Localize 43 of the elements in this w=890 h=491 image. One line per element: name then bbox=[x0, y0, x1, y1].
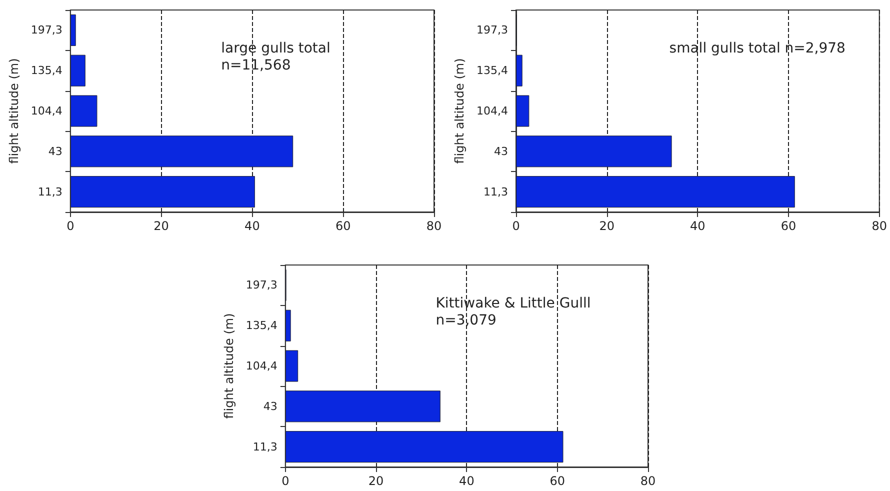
y-tick-label: 11,3 bbox=[38, 185, 62, 198]
x-tick-label: 20 bbox=[599, 219, 614, 233]
x-tick-label: 0 bbox=[66, 219, 74, 233]
y-tick-label: 104,4 bbox=[246, 360, 278, 372]
x-tick-label: 20 bbox=[154, 219, 169, 233]
x-tick-label: 40 bbox=[244, 219, 260, 233]
bar bbox=[516, 54, 522, 86]
bar bbox=[70, 14, 76, 46]
y-tick-label: 135,4 bbox=[246, 319, 278, 332]
y-tick-label: 197,3 bbox=[246, 278, 278, 292]
y-tick-label: 43 bbox=[263, 400, 278, 413]
y-tick-label: 197,3 bbox=[30, 24, 62, 37]
y-tick-label: 104,4 bbox=[30, 104, 62, 118]
x-tick-label: 60 bbox=[335, 219, 351, 233]
annotation: large gulls total n=11,568 bbox=[221, 40, 330, 74]
bar bbox=[70, 95, 98, 127]
y-tick-label: 104,4 bbox=[476, 104, 508, 118]
x-tick-label: 0 bbox=[512, 219, 520, 233]
x-tick-label: 60 bbox=[550, 474, 565, 488]
y-tick-label: 11,3 bbox=[252, 440, 278, 454]
x-tick-label: 40 bbox=[459, 474, 474, 488]
bar bbox=[70, 54, 86, 86]
y-axis-title: flight altitude (m) bbox=[222, 313, 236, 419]
bar bbox=[285, 310, 291, 342]
annotation: Kittiwake & Little Gulll n=3,079 bbox=[436, 296, 591, 328]
y-tick-label: 135,4 bbox=[30, 64, 62, 78]
y-tick-label: 43 bbox=[48, 144, 62, 158]
bar bbox=[516, 95, 530, 127]
x-tick-label: 20 bbox=[368, 474, 384, 488]
x-tick-label: 80 bbox=[640, 474, 656, 488]
y-axis-title: flight altitude (m) bbox=[7, 58, 21, 164]
x-tick-label: 60 bbox=[780, 219, 796, 233]
y-axis-title: flight altitude (m) bbox=[452, 58, 467, 164]
y-tick-label: 135,4 bbox=[476, 64, 508, 78]
x-tick-label: 40 bbox=[690, 219, 706, 233]
y-tick-label: 11,3 bbox=[484, 185, 508, 198]
y-tick-label: 197,3 bbox=[476, 24, 508, 37]
x-tick-label: 80 bbox=[872, 219, 888, 233]
bar bbox=[285, 350, 298, 382]
y-tick-label: 43 bbox=[494, 144, 508, 158]
x-tick-label: 0 bbox=[282, 474, 290, 488]
annotation: small gulls total n=2,978 bbox=[669, 40, 846, 56]
x-tick-label: 80 bbox=[426, 219, 442, 233]
